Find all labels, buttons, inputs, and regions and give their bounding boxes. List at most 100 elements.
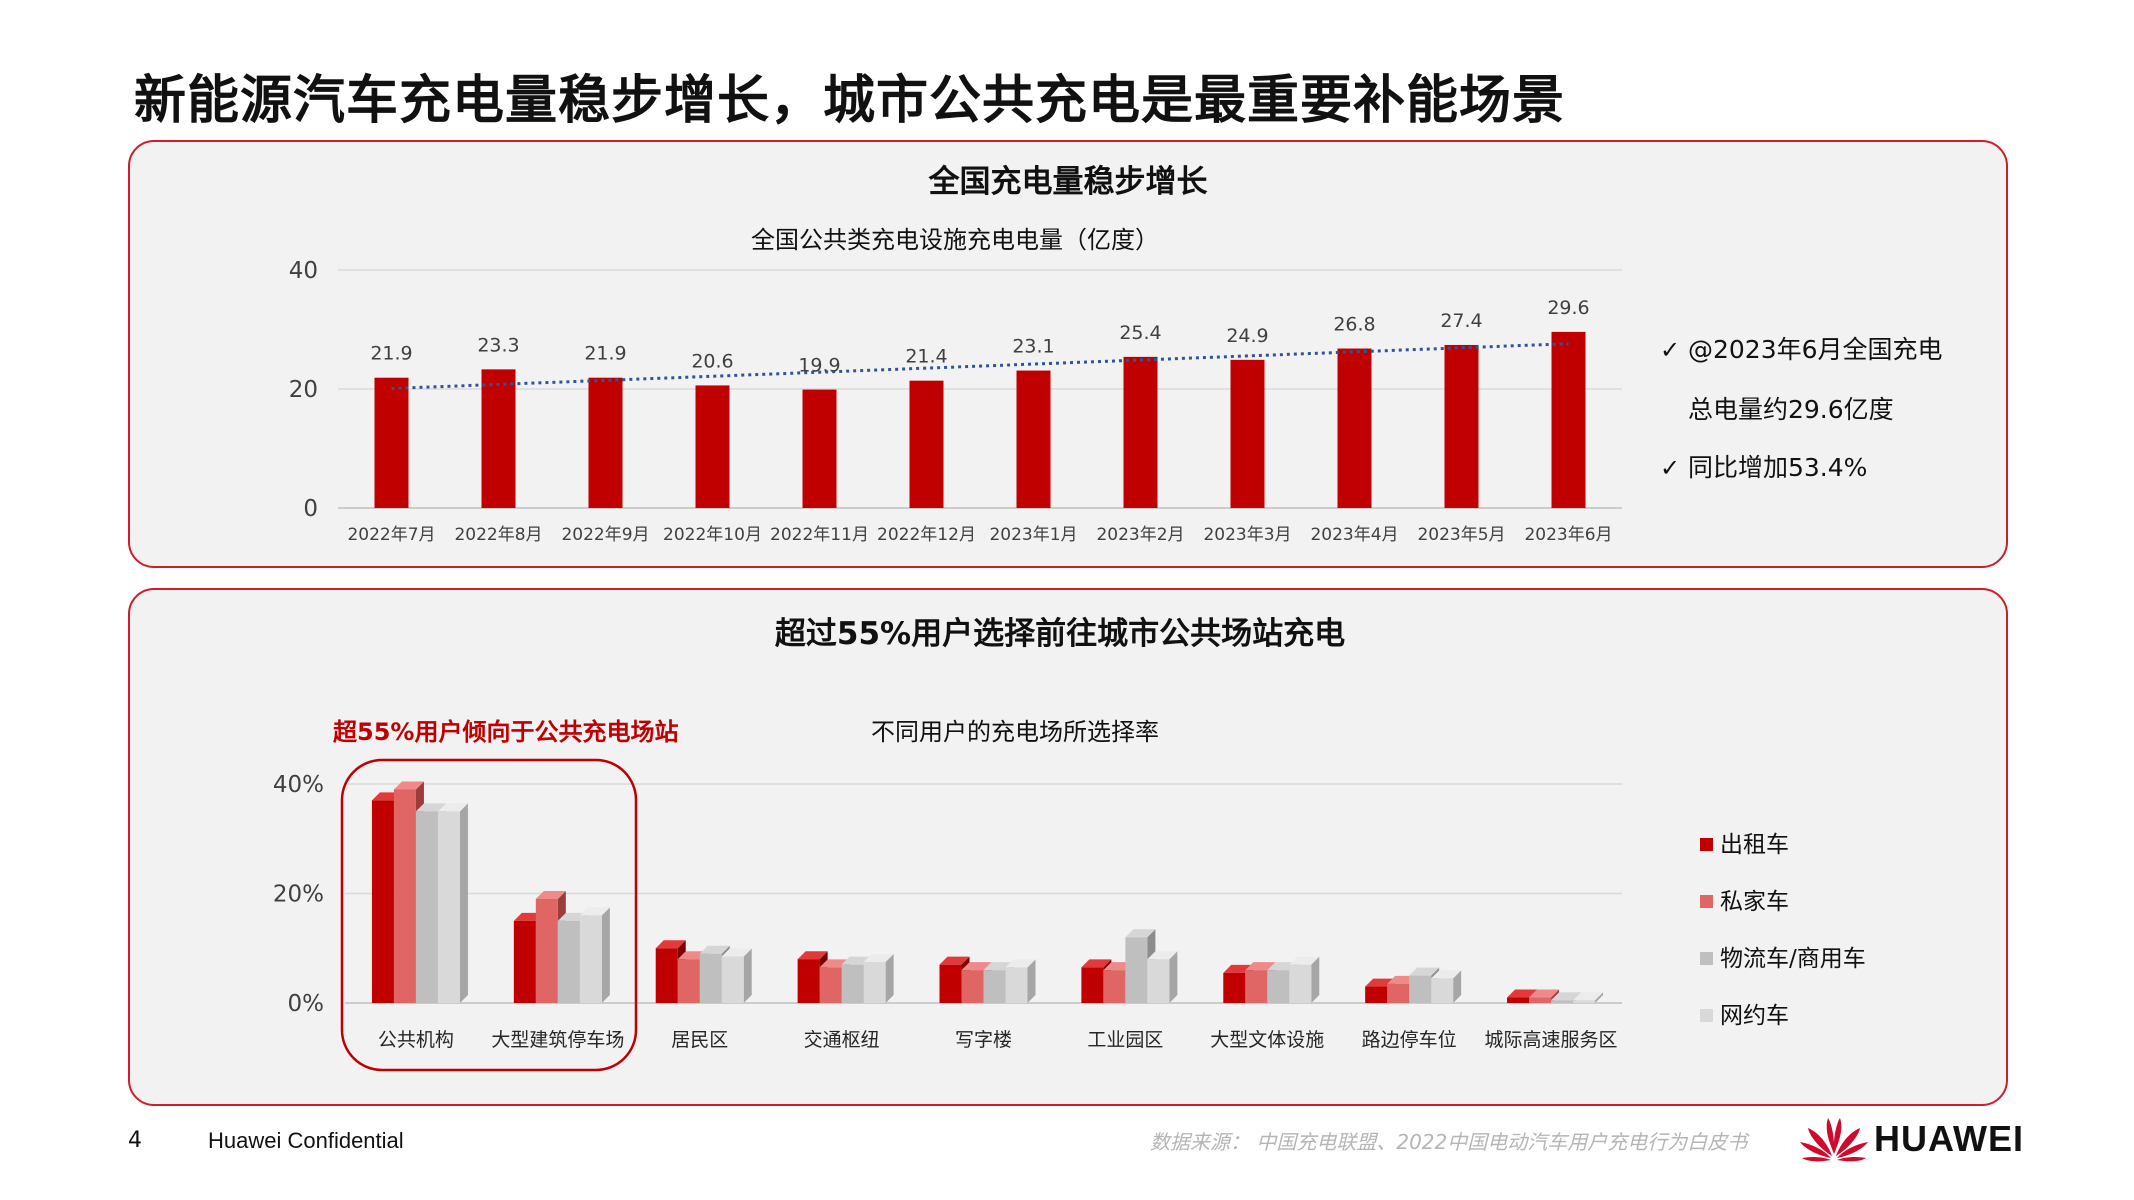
chart2-bar-front bbox=[1103, 970, 1126, 1003]
chart2-bar bbox=[721, 948, 752, 1003]
chart2-legend-swatch bbox=[1700, 952, 1713, 965]
chart2-bar-front bbox=[1409, 975, 1432, 1003]
chart1-data-label: 23.1 bbox=[1012, 336, 1054, 358]
chart2-legend-swatch bbox=[1700, 838, 1713, 851]
chart2-bar-side bbox=[601, 907, 610, 1003]
chart1-ytick-label: 0 bbox=[303, 496, 318, 522]
chart1-data-label: 26.8 bbox=[1333, 314, 1375, 336]
chart1-data-label: 27.4 bbox=[1440, 310, 1482, 332]
chart1-xtick-label: 2022年7月 bbox=[347, 525, 435, 545]
chart2-bars bbox=[371, 781, 1604, 1003]
chart2-bar-side bbox=[1311, 956, 1320, 1003]
chart1-xtick-label: 2022年8月 bbox=[454, 525, 542, 545]
chart2-legend-label: 网约车 bbox=[1720, 1003, 1789, 1029]
chart1-x-axis: 2022年7月 2022年8月 2022年9月 2022年10月 2022年11月 202… bbox=[347, 525, 1612, 545]
chart2-bar-top bbox=[1245, 962, 1276, 971]
chart2-bar-side bbox=[1169, 951, 1178, 1003]
chart2-xtick-label: 居民区 bbox=[671, 1029, 728, 1051]
chart2-bar-top bbox=[415, 803, 446, 812]
chart2-bar-front bbox=[841, 964, 864, 1003]
chart2-bar-front bbox=[1125, 937, 1148, 1003]
confidential-label: Huawei Confidential bbox=[208, 1128, 404, 1153]
chart1-xtick-label: 2022年11月 bbox=[770, 525, 869, 545]
chart1-xtick-label: 2022年9月 bbox=[561, 525, 649, 545]
chart2-bar bbox=[1431, 970, 1462, 1003]
chart2-bar-top bbox=[393, 781, 424, 790]
chart2-bar-front bbox=[1081, 967, 1104, 1003]
chart2-ytick-label: 40% bbox=[273, 772, 324, 798]
chart1-xtick-label: 2023年1月 bbox=[989, 525, 1077, 545]
chart2-x-axis: 公共机构 大型建筑停车场 居民区 交通枢纽 写字楼 工业园区 大型文体设施 路边停车位 城际高速… bbox=[378, 1029, 1618, 1051]
chart1-xtick-label: 2022年10月 bbox=[663, 525, 762, 545]
chart1-data-label: 21.9 bbox=[584, 343, 626, 365]
chart2-bar-front bbox=[1267, 970, 1290, 1003]
chart2-legend-swatch bbox=[1700, 895, 1713, 908]
chart2-bar-top bbox=[1081, 959, 1112, 968]
chart2-bar-top bbox=[1551, 992, 1582, 1001]
chart2-bar-top bbox=[721, 948, 752, 957]
chart2-bar-front bbox=[415, 811, 438, 1003]
chart2-bar-front bbox=[1147, 959, 1170, 1003]
chart2-xtick-label: 城际高速服务区 bbox=[1485, 1029, 1618, 1051]
chart2-bar-top bbox=[961, 962, 992, 971]
page-number: 4 bbox=[128, 1128, 142, 1153]
chart2-bar-front bbox=[557, 920, 580, 1003]
chart1-xtick-label: 2023年2月 bbox=[1096, 525, 1184, 545]
chart2-bar-side bbox=[885, 953, 894, 1003]
chart1-data-label: 24.9 bbox=[1226, 325, 1268, 347]
chart2-bar-front bbox=[961, 970, 984, 1003]
chart2-bar-front bbox=[1431, 978, 1454, 1003]
chart2-bar-top bbox=[655, 940, 686, 949]
chart2-bar-top bbox=[939, 956, 970, 965]
chart1-xtick-label: 2023年4月 bbox=[1310, 525, 1398, 545]
chart1-data-label: 25.4 bbox=[1119, 322, 1161, 344]
chart2-bar bbox=[579, 907, 610, 1003]
chart2-bar-front bbox=[1245, 970, 1268, 1003]
chart1-data-label: 19.9 bbox=[798, 355, 840, 377]
chart2-bar bbox=[437, 803, 468, 1003]
chart2-bar-front bbox=[721, 956, 744, 1003]
chart1-bar bbox=[802, 389, 837, 508]
chart1-xtick-label: 2023年3月 bbox=[1203, 525, 1291, 545]
chart2-title: 不同用户的充电场所选择率 bbox=[871, 718, 1159, 746]
chart2-xtick-label: 写字楼 bbox=[955, 1029, 1012, 1051]
chart2-bar bbox=[1573, 992, 1604, 1003]
chart2-xtick-label: 公共机构 bbox=[378, 1029, 454, 1051]
chart2-bar-top bbox=[1529, 989, 1560, 998]
note-check-1: ✓ bbox=[1660, 336, 1680, 364]
chart1-bar bbox=[1337, 348, 1372, 508]
chart1-bar bbox=[695, 385, 730, 508]
chart1-bar bbox=[1551, 331, 1586, 508]
panel1-heading: 全国充电量稳步增长 bbox=[928, 164, 1208, 200]
chart1-data-label: 21.4 bbox=[905, 346, 947, 368]
chart1-bars bbox=[374, 331, 1586, 508]
chart1-bar bbox=[1230, 359, 1265, 508]
chart2-bar-front bbox=[939, 964, 962, 1003]
chart2-legend-label: 出租车 bbox=[1720, 832, 1789, 858]
chart2-bar-top bbox=[1409, 967, 1440, 976]
charging-volume-panel bbox=[128, 140, 2008, 568]
chart2-bar-front bbox=[1387, 983, 1410, 1003]
chart1-data-label: 21.9 bbox=[370, 343, 412, 365]
chart1-bar bbox=[374, 377, 409, 508]
chart1-data-label: 23.3 bbox=[477, 334, 519, 356]
chart1-gridlines bbox=[338, 269, 1622, 509]
chart1-ytick-label: 20 bbox=[289, 377, 318, 403]
chart2-bar-top bbox=[797, 951, 828, 960]
chart1-title: 全国公共类充电设施充电电量（亿度） bbox=[751, 226, 1159, 254]
chart2-xtick-label: 工业园区 bbox=[1087, 1029, 1163, 1051]
chart2-bar bbox=[1289, 956, 1320, 1003]
chart1-xtick-label: 2022年12月 bbox=[877, 525, 976, 545]
chart2-bar-side bbox=[1453, 970, 1462, 1003]
note-line-3: 同比增加53.4% bbox=[1688, 453, 1867, 482]
chart2-bar-top bbox=[863, 953, 894, 962]
chart1-y-axis: 0 20 40 bbox=[289, 258, 318, 522]
chart2-bar-front bbox=[513, 920, 536, 1003]
chart2-bar-top bbox=[1289, 956, 1320, 965]
chart1-bar bbox=[1444, 344, 1479, 508]
data-source: 数据来源： 中国充电联盟、2022中国电动汽车用户充电行为白皮书 bbox=[1150, 1130, 1748, 1154]
chart1-data-label: 29.6 bbox=[1547, 297, 1589, 319]
chart2-bar-front bbox=[1507, 997, 1530, 1003]
chart2-bar-front bbox=[699, 953, 722, 1003]
chart2-bar-front bbox=[863, 961, 886, 1003]
